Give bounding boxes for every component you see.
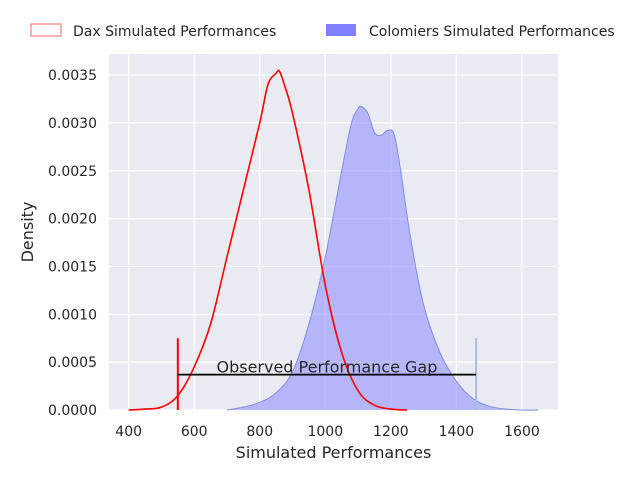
y-tick-label: 0.0035 (48, 68, 97, 84)
legend: Dax Simulated Performances Colomiers Sim… (30, 23, 615, 40)
x-tick-label: 1400 (439, 424, 475, 440)
x-tick-label: 1000 (307, 424, 343, 440)
y-tick-label: 0.0010 (48, 307, 97, 323)
legend-swatch-colomiers (326, 24, 356, 36)
dax-density-line (128, 69, 408, 411)
legend-label-dax: Dax Simulated Performances (73, 24, 276, 40)
x-axis-label: Simulated Performances (236, 443, 432, 462)
legend-label-colomiers: Colomiers Simulated Performances (369, 24, 615, 40)
x-tick-label: 600 (181, 424, 208, 440)
y-tick-label: 0.0015 (48, 259, 97, 275)
y-tick-label: 0.0025 (48, 164, 97, 180)
x-tick-label: 400 (115, 424, 142, 440)
x-tick-label: 1200 (373, 424, 409, 440)
y-tick-label: 0.0030 (48, 116, 97, 132)
colomiers-density-line (226, 105, 539, 411)
x-tick-label: 800 (246, 424, 273, 440)
y-axis-ticks: 0.0000 0.0005 0.0010 0.0015 0.0020 0.0025 0.00… (48, 68, 97, 419)
x-tick-label: 1600 (504, 424, 540, 440)
y-tick-label: 0.0005 (48, 355, 97, 371)
x-axis-ticks: 400 600 800 1000 1200 1400 1600 (115, 424, 539, 440)
y-axis-label: Density (18, 202, 37, 263)
legend-swatch-dax (30, 23, 62, 37)
series-layer (128, 69, 539, 411)
gap-annotation: Observed Performance Gap (216, 358, 437, 377)
gap-markers (176, 338, 478, 410)
colomiers-density-area (226, 106, 539, 411)
y-tick-label: 0.0000 (48, 403, 97, 419)
y-tick-label: 0.0020 (48, 212, 97, 228)
